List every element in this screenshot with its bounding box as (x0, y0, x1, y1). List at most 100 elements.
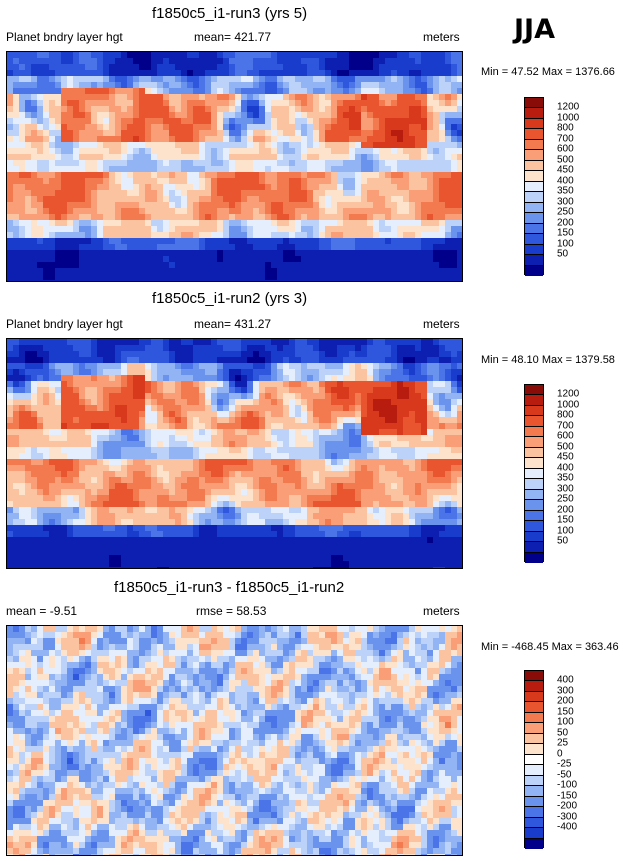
colorbar-cell (525, 171, 543, 182)
colorbar-cell (525, 531, 543, 543)
colorbar-tick-label: -150 (557, 790, 578, 802)
variable-label: Planet bndry layer hgt (6, 317, 123, 331)
colorbar-tick-label: 200 (557, 217, 574, 229)
colorbar-tick-label: 1200 (557, 388, 580, 400)
colorbar-tick-label: 50 (557, 535, 569, 547)
min-max-label: Min = -468.45 Max = 363.46 (481, 641, 619, 653)
colorbar-cell (525, 754, 543, 766)
colorbar-tick-label: -400 (557, 821, 578, 833)
units-label: meters (423, 30, 460, 44)
colorbar-tick-label: 350 (557, 185, 574, 197)
units-label: meters (423, 317, 460, 331)
colorbar-cell (525, 786, 543, 797)
colorbar-cell (525, 395, 543, 406)
colorbar-tick-label: 300 (557, 196, 574, 208)
colorbar-cell (525, 405, 543, 417)
colorbar-tick-label: 50 (557, 727, 569, 739)
colorbar-cell (525, 702, 543, 713)
colorbar-tick-label: 25 (557, 737, 569, 749)
panel-title-diff: f1850c5_i1-run3 - f1850c5_i1-run2 (114, 579, 345, 596)
colorbar-tick-label: 100 (557, 525, 574, 537)
colorbar-tick-label: 600 (557, 430, 574, 442)
colorbar-tick-label: 800 (557, 409, 574, 421)
colorbar-cell (525, 385, 543, 396)
colorbar-cell (525, 202, 543, 214)
variable-label: Planet bndry layer hgt (6, 30, 123, 44)
colorbar-cell (525, 255, 543, 266)
min-max-label: Min = 48.10 Max = 1379.58 (481, 354, 615, 366)
colorbar-cell (525, 234, 543, 245)
colorbar-tick-label: 100 (557, 238, 574, 250)
panel-title-run2: f1850c5_i1-run2 (yrs 3) (152, 290, 308, 307)
units-label: meters (423, 604, 460, 618)
colorbar-cell (525, 139, 543, 151)
colorbar-tick-label: 800 (557, 122, 574, 134)
colorbar-cell (525, 500, 543, 511)
colorbar-run2 (524, 384, 544, 563)
season-label: JJA (514, 14, 555, 45)
colorbar-tick-label: 300 (557, 685, 574, 697)
colorbar-cell (525, 181, 543, 193)
map-run3 (6, 51, 464, 287)
colorbar-tick-label: 400 (557, 462, 574, 474)
colorbar-cell (525, 426, 543, 438)
colorbar-cell (525, 192, 543, 203)
colorbar-tick-label: 400 (557, 674, 574, 686)
colorbar-cell (525, 108, 543, 119)
colorbar-tick-label: 500 (557, 154, 574, 166)
map-run2 (6, 338, 464, 574)
colorbar-cell (525, 817, 543, 829)
colorbar-cell (525, 489, 543, 501)
colorbar-cell (525, 98, 543, 109)
mean-label: mean= 431.27 (194, 317, 272, 331)
map-diff (6, 625, 464, 861)
colorbar-tick-label: 150 (557, 514, 574, 526)
colorbar-tick-label: -50 (557, 769, 572, 781)
colorbar-tick-label: 350 (557, 472, 574, 484)
colorbar-run3 (524, 97, 544, 276)
colorbar-tick-label: 50 (557, 248, 569, 260)
colorbar-tick-label: 200 (557, 695, 574, 707)
colorbar-cell (525, 681, 543, 692)
colorbar-tick-label: 700 (557, 420, 574, 432)
colorbar-cell (525, 265, 543, 276)
map-field-diff (7, 626, 464, 861)
colorbar-tick-label: 450 (557, 164, 574, 176)
colorbar-cell (525, 223, 543, 235)
colorbar-cell (525, 775, 543, 787)
colorbar-tick-label: 100 (557, 716, 574, 728)
colorbar-tick-label: 150 (557, 706, 574, 718)
colorbar-cell (525, 765, 543, 776)
colorbar-cell (525, 521, 543, 532)
colorbar-tick-label: 450 (557, 451, 574, 463)
colorbar-cell (525, 510, 543, 522)
min-max-label: Min = 47.52 Max = 1376.66 (481, 66, 615, 78)
colorbar-tick-label: 200 (557, 504, 574, 516)
colorbar-tick-label: 400 (557, 175, 574, 187)
map-field-run2 (7, 339, 464, 574)
colorbar-tick-label: 1000 (557, 399, 580, 411)
colorbar-tick-label: 250 (557, 493, 574, 505)
colorbar-tick-label: 150 (557, 227, 574, 239)
colorbar-cell (525, 838, 543, 849)
colorbar-tick-label: -300 (557, 811, 578, 823)
colorbar-tick-label: 250 (557, 206, 574, 218)
colorbar-cell (525, 733, 543, 745)
colorbar-cell (525, 744, 543, 755)
colorbar-cell (525, 691, 543, 703)
colorbar-tick-label: 1200 (557, 101, 580, 113)
colorbar-tick-label: 1000 (557, 112, 580, 124)
colorbar-cell (525, 542, 543, 553)
colorbar-tick-label: -100 (557, 779, 578, 791)
colorbar-cell (525, 796, 543, 808)
colorbar-cell (525, 416, 543, 427)
colorbar-cell (525, 118, 543, 130)
colorbar-cell (525, 552, 543, 563)
colorbar-diff (524, 670, 544, 849)
colorbar-cell (525, 129, 543, 140)
colorbar-cell (525, 447, 543, 459)
colorbar-cell (525, 807, 543, 818)
panel-title-run3: f1850c5_i1-run3 (yrs 5) (152, 5, 308, 22)
colorbar-tick-label: 500 (557, 441, 574, 453)
colorbar-tick-label: -200 (557, 800, 578, 812)
